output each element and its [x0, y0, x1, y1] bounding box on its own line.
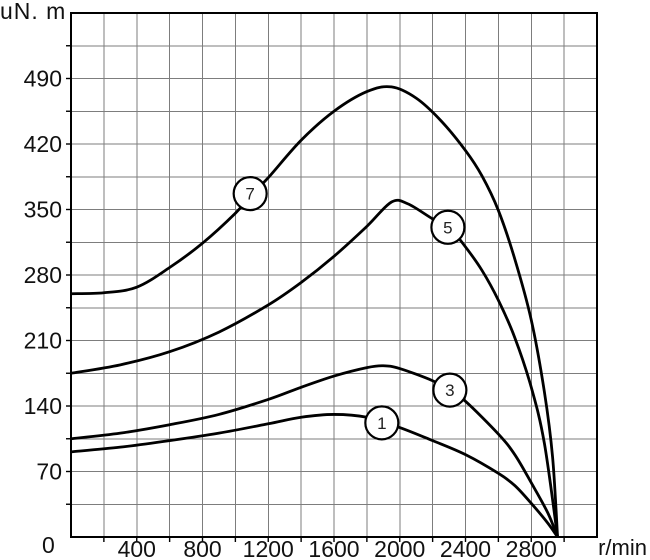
- curve-3: [70, 364, 559, 538]
- x-axis-unit-label: r/min: [598, 535, 647, 560]
- curve-marker-label-1: 1: [377, 414, 386, 433]
- x-tick-label: 800: [183, 536, 221, 560]
- origin-label: 0: [42, 532, 55, 558]
- x-tick-label: 400: [118, 536, 156, 560]
- y-tick-label: 280: [24, 262, 62, 288]
- y-tick-label: 350: [24, 197, 62, 223]
- x-tick-label: 2800: [506, 536, 557, 560]
- y-tick-label: 210: [24, 328, 62, 354]
- curve-marker-circle-1: [364, 405, 400, 441]
- y-tick-label: 490: [24, 66, 62, 92]
- x-tick-label: 2400: [440, 536, 491, 560]
- x-tick-label: 2000: [374, 536, 425, 560]
- curve-5: [70, 198, 559, 538]
- curve-marker-label-5: 5: [443, 218, 452, 237]
- y-tick-label: 70: [36, 459, 62, 485]
- curve-marker-circle-5: [430, 209, 466, 245]
- curve-marker-label-3: 3: [445, 381, 454, 400]
- curve-marker-circle-7: [232, 175, 268, 212]
- plot-border: [70, 12, 598, 538]
- x-tick-label: 1600: [308, 536, 359, 560]
- y-axis-unit-label: uN. m: [0, 0, 67, 24]
- curve-7: [70, 85, 559, 538]
- curve-1: [70, 413, 559, 538]
- y-tick-label: 420: [24, 131, 62, 157]
- curve-marker-circle-3: [432, 372, 468, 408]
- x-tick-label: 1200: [243, 536, 294, 560]
- y-tick-label: 140: [24, 393, 62, 419]
- curve-marker-label-7: 7: [245, 185, 254, 204]
